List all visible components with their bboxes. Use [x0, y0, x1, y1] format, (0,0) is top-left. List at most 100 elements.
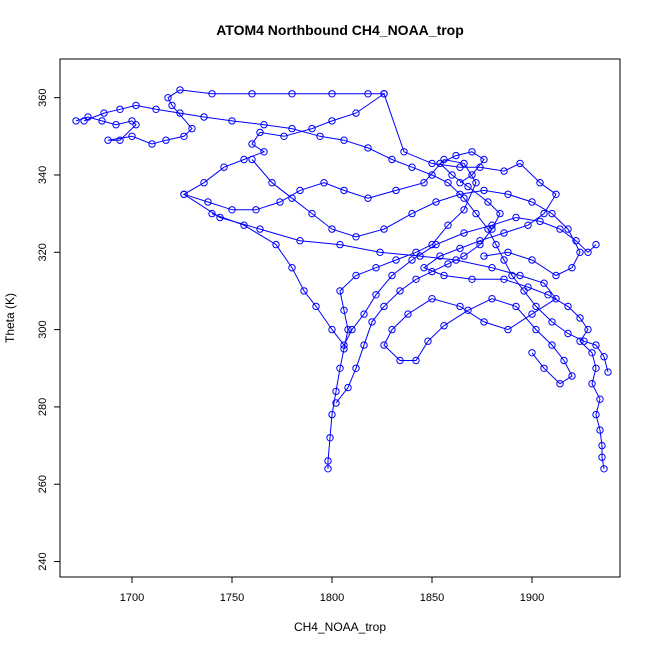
data-point [548, 318, 556, 326]
data-point [408, 209, 416, 218]
plot-frame [59, 58, 621, 578]
data-point [260, 121, 268, 129]
data-point [380, 302, 388, 311]
x-tick-label: 1900 [520, 592, 544, 604]
series-6 [80, 101, 612, 376]
y-tick-label: 240 [37, 552, 49, 570]
data-point [480, 318, 488, 326]
data-point [524, 221, 532, 229]
data-point [540, 209, 548, 218]
data-point [492, 240, 500, 249]
data-point [328, 117, 336, 125]
data-point [348, 325, 356, 334]
series-line [251, 159, 581, 277]
data-point [228, 117, 236, 125]
data-point [484, 225, 492, 233]
data-point [84, 113, 92, 121]
data-point [580, 337, 588, 345]
data-point [512, 213, 520, 222]
data-point [344, 383, 352, 392]
series-1 [72, 86, 480, 473]
data-point [408, 256, 416, 264]
data-point [420, 179, 428, 187]
data-point [380, 90, 388, 98]
data-point [208, 209, 216, 218]
data-point [162, 136, 170, 144]
data-point [568, 264, 576, 272]
data-point [380, 225, 388, 233]
data-point [488, 295, 496, 303]
data-point [544, 291, 552, 299]
data-point [444, 179, 452, 187]
data-point [436, 159, 444, 168]
data-point [252, 206, 260, 214]
data-point [164, 94, 172, 102]
data-point [424, 337, 432, 345]
data-point [388, 155, 396, 164]
data-point [296, 186, 304, 195]
data-point [480, 186, 488, 195]
data-point [504, 190, 512, 199]
data-point [180, 132, 188, 141]
data-point [592, 240, 600, 249]
data-point [296, 237, 304, 245]
data-series-layer [72, 86, 612, 473]
data-point [396, 287, 404, 295]
data-point [556, 225, 564, 233]
data-point [568, 372, 576, 380]
data-point [584, 248, 592, 257]
y-tick-label: 340 [37, 166, 49, 184]
data-point [328, 225, 336, 233]
data-point [248, 155, 256, 164]
data-point [412, 275, 420, 283]
data-point [408, 163, 416, 171]
data-point [340, 341, 348, 349]
data-point [248, 140, 256, 148]
data-point [516, 271, 524, 280]
data-point [100, 109, 108, 117]
data-point [312, 302, 320, 311]
data-point [260, 148, 268, 156]
data-point [392, 256, 400, 264]
data-point [528, 310, 536, 318]
data-point [584, 325, 592, 334]
data-point [372, 264, 380, 272]
data-point [416, 252, 424, 260]
data-point [240, 155, 248, 164]
data-point [308, 209, 316, 218]
data-point [516, 159, 524, 168]
data-point [552, 295, 560, 303]
data-point [460, 206, 468, 214]
data-point [168, 101, 176, 110]
data-point [200, 113, 208, 121]
data-point [452, 151, 460, 160]
data-point [564, 225, 572, 233]
data-point [80, 117, 88, 125]
data-point [464, 306, 472, 314]
data-point [540, 279, 548, 287]
data-point [200, 179, 208, 187]
data-point [376, 248, 384, 257]
data-point [368, 318, 376, 326]
data-point [188, 124, 196, 133]
data-point [512, 302, 520, 311]
data-point [468, 275, 476, 283]
data-point [440, 322, 448, 330]
data-point [496, 209, 504, 218]
data-point [388, 325, 396, 334]
series-line [183, 193, 573, 385]
data-point [148, 140, 156, 148]
data-point [604, 368, 612, 376]
data-point [576, 248, 584, 257]
data-point [336, 287, 344, 295]
series-4 [208, 209, 600, 349]
data-point [564, 302, 572, 311]
data-point [476, 240, 484, 249]
data-point [528, 349, 536, 357]
data-point [504, 248, 512, 257]
data-point [180, 190, 188, 199]
y-tick-label: 360 [37, 88, 49, 106]
series-line [383, 93, 605, 469]
data-point [456, 179, 464, 187]
